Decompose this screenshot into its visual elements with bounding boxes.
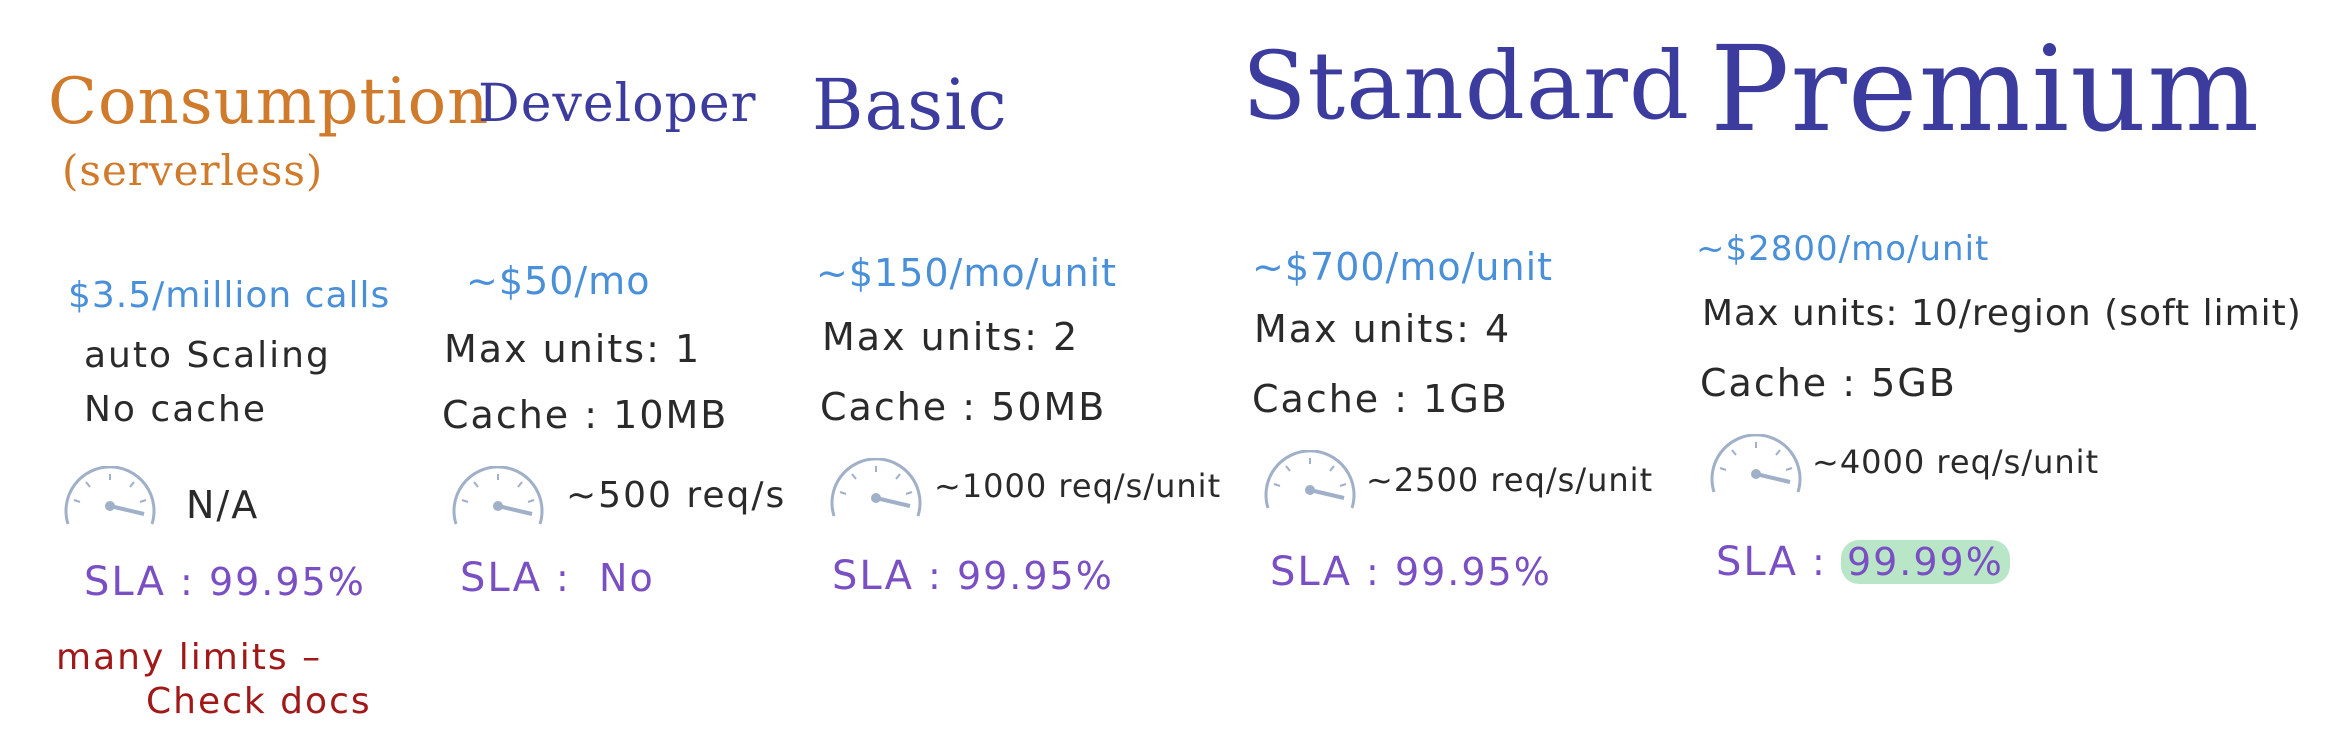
throughput-developer: ~500 req/s: [566, 475, 787, 516]
sla-value: 99.95%: [1394, 550, 1552, 594]
sla-value: 99.95%: [956, 554, 1114, 598]
feature-cache-developer: Cache : 10MB: [442, 393, 729, 437]
sla-label: SLA: [832, 553, 914, 599]
sla-label: SLA: [460, 555, 542, 601]
speedometer-icon: [450, 466, 546, 528]
sla-label: SLA: [1270, 549, 1352, 595]
speedometer-icon: [62, 466, 158, 528]
tier-title-consumption: Consumption: [48, 65, 490, 139]
price-developer: ~$50/mo: [466, 259, 651, 303]
tier-title-standard: Standard: [1242, 32, 1691, 141]
tier-title-premium: Premium: [1710, 20, 2261, 158]
throughput-consumption: N/A: [186, 483, 260, 527]
limits-note-line2: Check docs: [146, 681, 372, 722]
feature-max-units-basic: Max units: 2: [822, 315, 1080, 359]
tier-title-developer: Developer: [478, 74, 757, 134]
sla-value: No: [599, 556, 655, 600]
throughput-premium: ~4000 req/s/unit: [1812, 443, 2100, 481]
tier-subtitle-consumption: (serverless): [62, 146, 324, 195]
sla-label: SLA: [84, 559, 166, 605]
feature-max-units-standard: Max units: 4: [1254, 307, 1512, 351]
feature-cache-premium: Cache : 5GB: [1700, 361, 1957, 405]
throughput-standard: ~2500 req/s/unit: [1366, 461, 1654, 499]
sla-value-highlighted: 99.99%: [1840, 540, 2010, 584]
throughput-basic: ~1000 req/s/unit: [934, 467, 1222, 505]
sla-standard: SLA : 99.95%: [1270, 549, 1552, 595]
price-basic: ~$150/mo/unit: [816, 251, 1118, 295]
sla-label: SLA: [1716, 539, 1798, 585]
sla-developer: SLA : No: [460, 555, 655, 601]
limits-note-line1: many limits –: [56, 637, 323, 678]
sla-premium: SLA : 99.99%: [1716, 539, 2010, 585]
speedometer-icon: [1708, 434, 1804, 496]
price-premium: ~$2800/mo/unit: [1696, 229, 1990, 269]
speedometer-icon: [1262, 450, 1358, 512]
speedometer-icon: [828, 458, 924, 520]
sla-basic: SLA : 99.95%: [832, 553, 1114, 599]
price-consumption: $3.5/million calls: [68, 275, 391, 316]
sla-value: 99.95%: [208, 560, 366, 604]
feature-max-units-premium: Max units: 10/region (soft limit): [1702, 293, 2302, 334]
feature-cache-standard: Cache : 1GB: [1252, 377, 1509, 421]
feature-cache-basic: Cache : 50MB: [820, 385, 1107, 429]
price-standard: ~$700/mo/unit: [1252, 245, 1554, 289]
tier-title-basic: Basic: [812, 64, 1008, 146]
feature-cache-consumption: No cache: [84, 389, 268, 430]
feature-scaling-consumption: auto Scaling: [84, 335, 331, 376]
sla-consumption: SLA : 99.95%: [84, 559, 366, 605]
feature-max-units-developer: Max units: 1: [444, 327, 702, 371]
